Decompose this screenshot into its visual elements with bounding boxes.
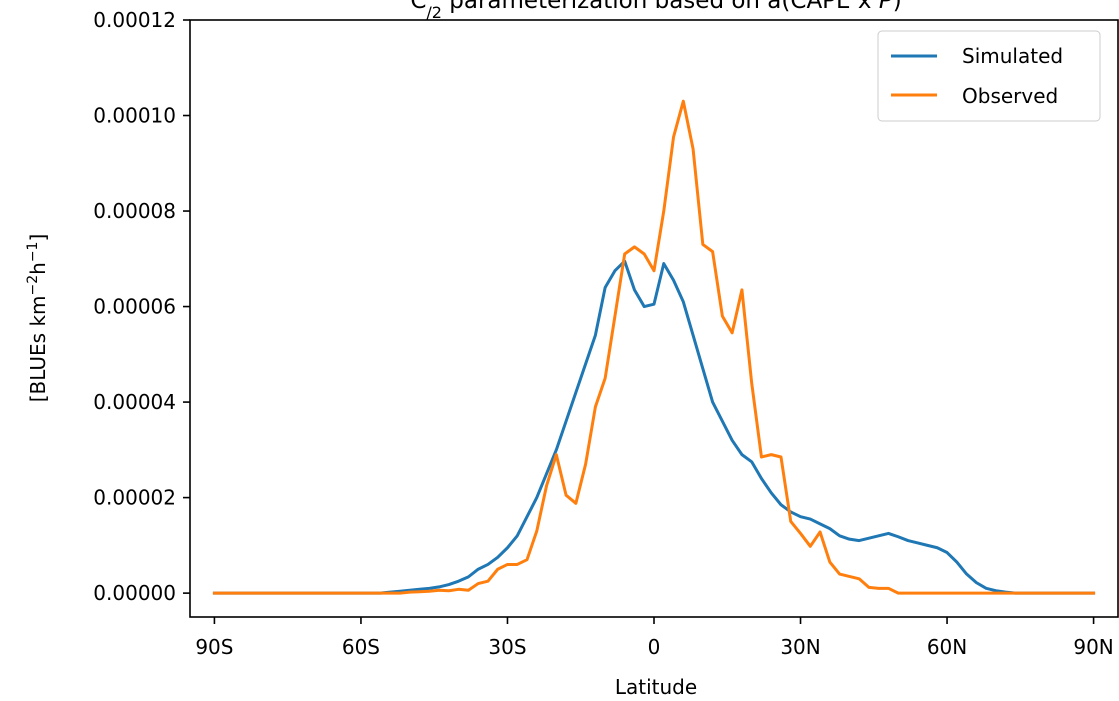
y-tick-label: 0.00012 (93, 8, 176, 32)
chart-title: C/2 parameterization based on a(CAPE x P… (410, 0, 901, 22)
x-tick-label: 90S (195, 635, 233, 659)
legend-frame (877, 30, 1101, 122)
legend-label-simulated: Simulated (962, 44, 1063, 68)
series-line-simulated (212, 259, 1096, 595)
legend-label-observed: Observed (962, 84, 1058, 108)
y-tick-label: 0.00002 (93, 486, 176, 510)
x-tick-label: 60N (927, 635, 967, 659)
legend: Simulated Observed (877, 30, 1101, 122)
tick-marks: 90S 60S 30S 0 30N 60N 90N 0.00000 0.00002 0.00004… (93, 8, 1114, 659)
y-tick-label: 0.00008 (93, 199, 176, 223)
plot-area (212, 99, 1096, 595)
x-tick-label: 90N (1073, 635, 1113, 659)
y-tick-label: 0.00000 (93, 581, 176, 605)
x-tick-label: 30N (780, 635, 820, 659)
x-tick-label: 30S (488, 635, 526, 659)
x-tick-label: 60S (342, 635, 380, 659)
series-line-observed (212, 99, 1096, 595)
y-tick-label: 0.00004 (93, 390, 176, 414)
x-tick-label: 0 (648, 635, 661, 659)
x-axis-title: Latitude (615, 675, 697, 699)
y-tick-label: 0.00006 (93, 295, 176, 319)
y-tick-label: 0.00010 (93, 104, 176, 128)
y-axis-title: [BLUEs km−2h−1] (25, 234, 50, 403)
